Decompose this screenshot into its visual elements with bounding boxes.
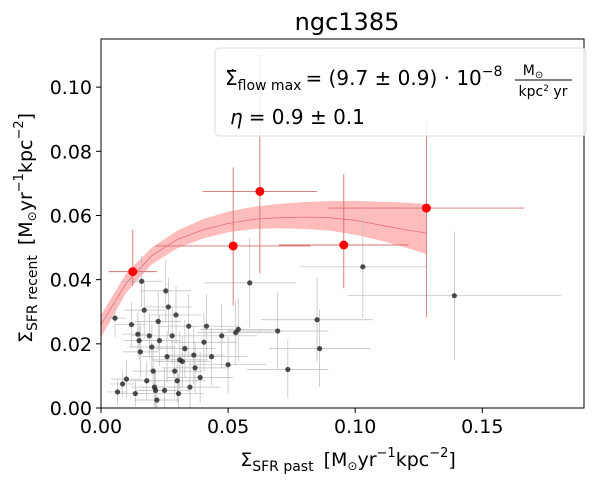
data-point <box>219 333 225 339</box>
binned-point <box>228 241 238 251</box>
data-point <box>201 339 207 345</box>
binned-point <box>339 240 349 250</box>
data-point <box>153 387 159 393</box>
fraction-numerator: M⊙ <box>523 63 543 81</box>
data-point <box>132 390 138 397</box>
data-point <box>192 365 198 371</box>
y-tick-label: 0.08 <box>50 141 92 163</box>
axis-ticks: 0.00 0.05 0.10 0.15 0.00 0.02 0.04 0.06 0.08 0.10 <box>50 77 504 438</box>
data-point <box>164 354 170 360</box>
data-point <box>169 333 175 339</box>
data-point <box>187 384 193 390</box>
y-tick-label: 0.04 <box>50 270 92 292</box>
data-point <box>112 315 118 321</box>
binned-point <box>255 186 265 196</box>
data-point <box>225 362 231 368</box>
annotation-box <box>214 47 587 137</box>
data-point <box>451 293 457 299</box>
data-point <box>120 381 126 387</box>
binned-point <box>128 267 138 277</box>
data-point <box>182 346 188 352</box>
data-point <box>139 278 145 284</box>
data-point <box>136 338 142 344</box>
x-tick-label: 0.00 <box>80 416 122 438</box>
data-point <box>247 280 253 286</box>
data-point <box>179 358 185 365</box>
data-point <box>173 312 179 318</box>
fit-confidence-band <box>101 201 427 338</box>
data-point <box>154 397 160 403</box>
data-point <box>163 288 169 294</box>
equation-exponent: −8 <box>482 64 503 80</box>
data-point <box>149 344 155 350</box>
y-tick-label: 0.00 <box>50 398 92 420</box>
x-tick-label: 0.05 <box>207 416 249 438</box>
eta-value: = 0.9 ± 0.1 <box>249 105 365 129</box>
flow-equation: Σ̇flow max = (9.7 ± 0.9) · 10−8 <box>225 64 502 94</box>
y-tick-label: 0.10 <box>50 77 92 99</box>
data-point <box>314 317 320 323</box>
data-point <box>141 307 147 313</box>
data-point <box>144 378 150 384</box>
data-point <box>146 333 152 339</box>
equation-text: = (9.7 ± 0.9) · 10 <box>305 66 481 90</box>
data-point <box>128 321 135 328</box>
x-axis-label: ΣSFR past [M⊙yr−1kpc−2] <box>240 446 456 475</box>
data-point <box>208 354 215 360</box>
data-point <box>155 318 161 324</box>
data-point <box>172 368 178 374</box>
data-point <box>197 374 203 381</box>
data-point <box>317 346 323 352</box>
data-point <box>174 378 180 384</box>
data-point <box>165 304 171 310</box>
y-axis-label: ΣSFR recent[M⊙yr−1kpc−2] <box>12 113 41 343</box>
data-point <box>150 368 156 374</box>
fraction-denominator: kpc2 yr <box>519 84 568 100</box>
data-point <box>114 389 121 395</box>
data-point <box>285 366 291 373</box>
sigma-dot-symbol: Σ̇ <box>225 66 238 90</box>
plot-area <box>100 55 562 408</box>
data-point <box>156 338 163 344</box>
data-point <box>161 387 168 393</box>
data-point <box>123 376 130 382</box>
data-point <box>235 326 241 332</box>
fit-curve-line <box>100 216 427 325</box>
data-point <box>275 328 281 334</box>
data-point <box>137 349 144 355</box>
y-tick-label: 0.02 <box>50 334 92 356</box>
data-point <box>360 264 366 270</box>
eta-equation: η = 0.9 ± 0.1 <box>230 105 365 129</box>
data-point <box>203 323 210 329</box>
data-point <box>191 352 197 358</box>
data-point <box>175 390 182 397</box>
eta-symbol: η <box>230 105 243 129</box>
data-point <box>135 331 141 337</box>
flow-subscript: flow max <box>238 78 302 94</box>
plot-frame <box>100 38 585 409</box>
x-tick-label: 0.10 <box>334 416 376 438</box>
data-point <box>186 323 192 329</box>
binned-point <box>421 203 431 213</box>
chart-title: ngc1385 <box>295 8 400 36</box>
x-tick-label: 0.15 <box>461 416 503 438</box>
y-tick-label: 0.06 <box>50 205 92 227</box>
